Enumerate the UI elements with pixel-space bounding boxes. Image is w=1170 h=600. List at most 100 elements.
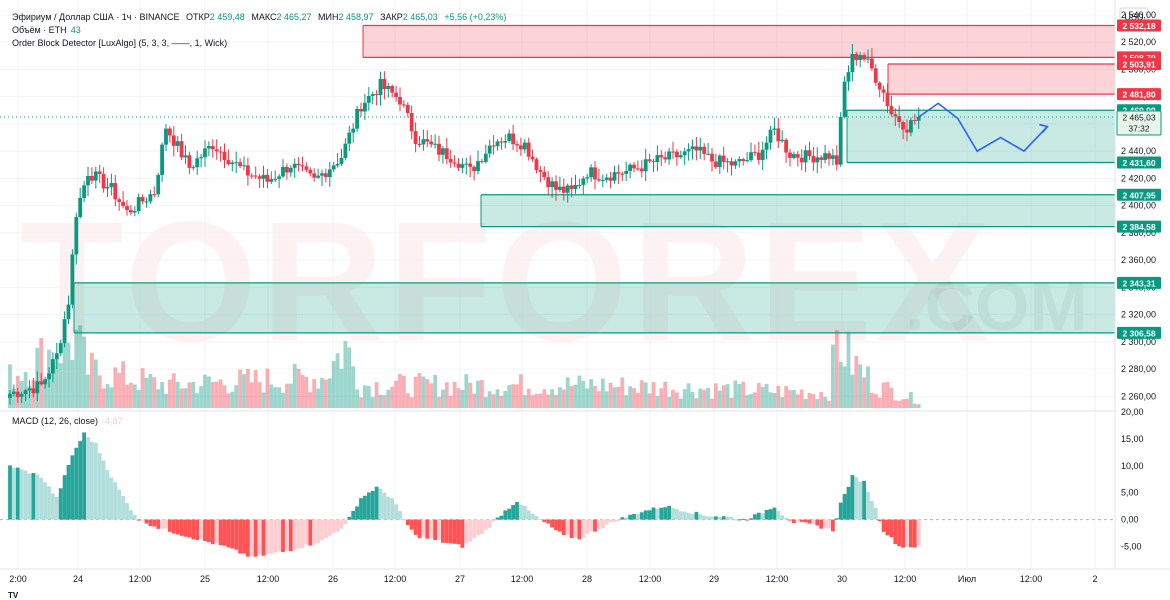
volume-bar: [456, 388, 461, 408]
macd-bar: [522, 505, 527, 520]
volume-bar: [717, 390, 722, 408]
macd-bar: [54, 496, 59, 520]
macd-bar: [643, 510, 648, 520]
macd-bar: [347, 516, 352, 520]
macd-bar: [858, 481, 863, 520]
candle-body: [608, 177, 613, 181]
candle-body: [639, 168, 644, 172]
candle-body: [242, 165, 246, 167]
macd-tick-label: 15,00: [1121, 434, 1144, 444]
volume-bar: [893, 400, 898, 408]
candle-body: [355, 108, 359, 129]
macd-bar: [222, 519, 227, 546]
macd-bar: [140, 519, 145, 521]
volume-bar: [175, 381, 180, 408]
time-tick-label: 2:00: [9, 574, 27, 584]
candle-body: [831, 155, 835, 159]
candle-body: [148, 194, 153, 202]
volume-bar: [854, 356, 859, 408]
candle-body: [710, 153, 714, 162]
volume-bar: [905, 398, 909, 408]
volume-bar: [733, 380, 738, 408]
candle-body: [409, 112, 414, 132]
order-block-zone-bullish: [481, 194, 1115, 227]
volume-bar: [93, 359, 98, 408]
candle-body: [101, 173, 106, 189]
candle-body: [304, 166, 309, 170]
candle-body: [117, 199, 122, 202]
macd-bar: [600, 519, 605, 529]
macd-bar: [351, 510, 356, 520]
candle-body: [97, 171, 102, 174]
macd-bar: [655, 508, 660, 520]
volume-bar: [171, 373, 176, 408]
candle-body: [230, 162, 235, 165]
macd-bar: [799, 519, 804, 522]
macd-bar: [327, 519, 332, 536]
volume-bar: [441, 389, 445, 408]
candle-body: [66, 304, 71, 320]
zone-price-badge: [1117, 188, 1161, 201]
candle-body: [335, 163, 340, 166]
candle-body: [444, 148, 449, 160]
candle-body: [678, 155, 683, 158]
volume-bar: [768, 392, 773, 408]
candle-body: [132, 211, 137, 213]
volume-bar: [398, 373, 402, 408]
volume-bar: [686, 383, 691, 408]
candle-body: [534, 159, 539, 171]
macd-bar: [690, 513, 695, 520]
volume-bar: [558, 387, 562, 408]
volume-bar: [117, 372, 122, 408]
volume-bar: [604, 391, 609, 408]
macd-bar: [885, 519, 890, 536]
macd-bar: [23, 470, 28, 520]
candle-body: [600, 179, 605, 181]
candle-body: [916, 116, 921, 121]
volume-bar: [912, 403, 917, 408]
volume-bar: [409, 397, 414, 408]
macd-bar: [912, 519, 917, 548]
zone-price-badge: [1117, 276, 1161, 289]
volume-bar: [355, 389, 359, 408]
macd-bar: [487, 519, 492, 528]
volume-bar: [273, 387, 278, 408]
current-price-label: 2 465,03: [1122, 112, 1155, 122]
macd-bar: [273, 519, 278, 553]
indicator-label[interactable]: Order Block Detector [LuxAlgo] (5, 3, 3,…: [12, 38, 228, 48]
candle-body: [58, 343, 63, 354]
macd-bar: [187, 519, 192, 538]
time-tick-label: 27: [455, 574, 465, 584]
macd-label[interactable]: MACD (12, 26, close): [12, 416, 99, 426]
candle-body: [164, 128, 168, 145]
volume-bar: [819, 392, 824, 408]
macd-bar: [19, 469, 24, 520]
high-value: 2 465,27: [276, 12, 312, 22]
volume-bar: [620, 377, 625, 408]
macd-bar: [132, 514, 137, 520]
macd-bar: [819, 519, 824, 529]
volume-bar: [207, 376, 211, 408]
volume-bar: [70, 359, 75, 408]
macd-bar: [97, 453, 102, 520]
zone-price-badge: [1117, 88, 1161, 101]
volume-bar: [671, 389, 675, 408]
macd-bar: [70, 455, 75, 520]
macd-bar: [756, 512, 761, 520]
macd-bar: [538, 519, 543, 521]
macd-bar: [405, 519, 410, 526]
candle-body: [589, 167, 593, 178]
volume-label[interactable]: Объём · ETH: [12, 25, 67, 35]
macd-bar: [873, 507, 878, 520]
volume-bar: [577, 375, 582, 408]
macd-bar: [694, 511, 699, 520]
macd-bar: [413, 519, 418, 535]
symbol-title[interactable]: Эфириум / Доллар США · 1ч · BINANCE: [12, 12, 180, 22]
volume-bar: [43, 381, 47, 408]
macd-bar: [546, 519, 551, 524]
open-value: 2 459,48: [209, 12, 245, 22]
macd-bar: [136, 519, 141, 521]
volume-bar: [242, 374, 246, 408]
